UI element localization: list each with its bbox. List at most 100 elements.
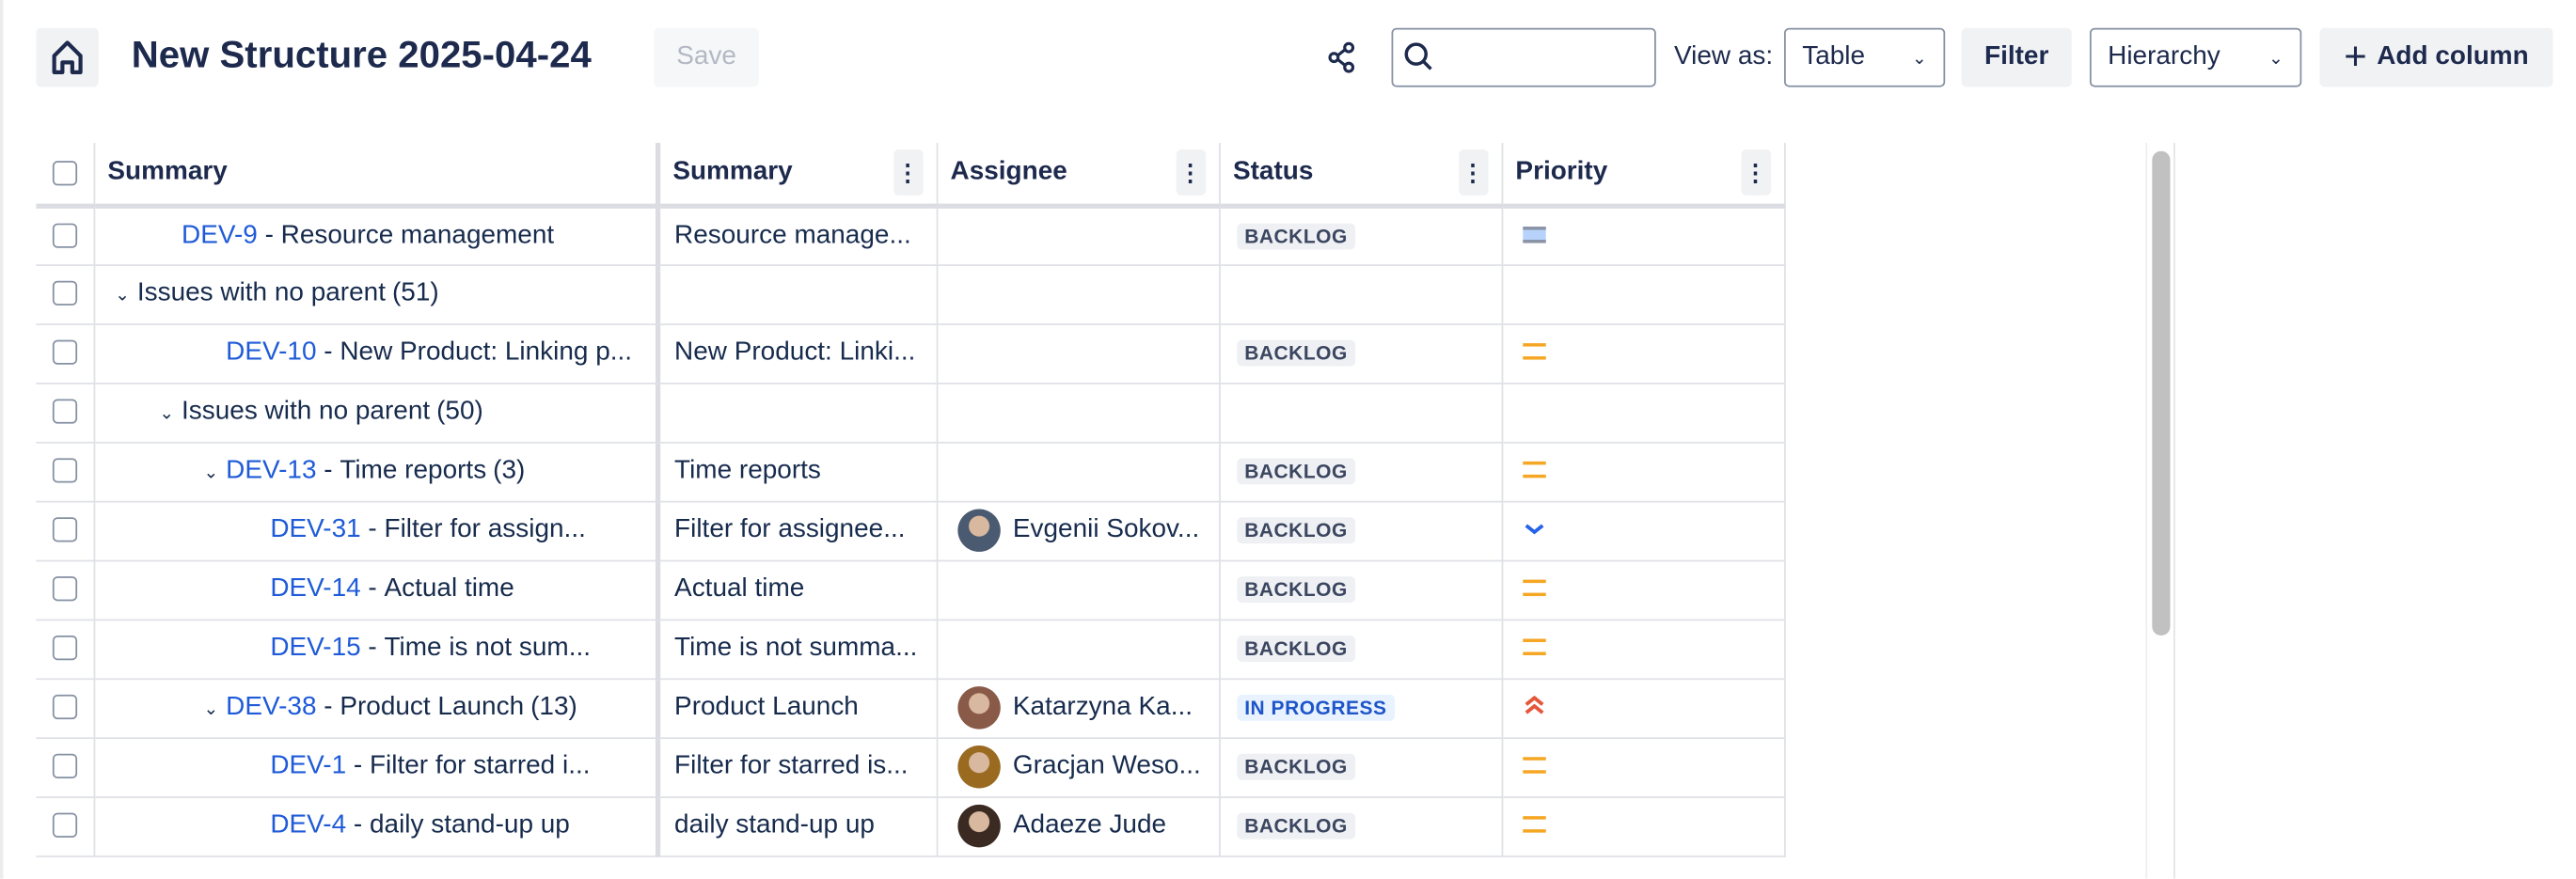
- row-checkbox[interactable]: [52, 576, 77, 602]
- summary-cell[interactable]: daily stand-up up: [656, 796, 938, 856]
- add-column-button[interactable]: + Add column: [2319, 27, 2553, 87]
- issue-key-link[interactable]: DEV-4: [270, 810, 347, 840]
- share-button[interactable]: [1324, 39, 1360, 84]
- summary-cell[interactable]: [656, 264, 938, 324]
- table-row[interactable]: ⌄ DEV-13 - Time reports (3) Time reports BAC…: [36, 441, 1785, 502]
- status-badge[interactable]: BACKLOG: [1236, 222, 1356, 249]
- table-row[interactable]: DEV-10 - New Product: Linking p... New Pr…: [36, 323, 1785, 384]
- priority-cell[interactable]: [1501, 678, 1785, 739]
- row-checkbox[interactable]: [52, 340, 77, 366]
- status-badge[interactable]: BACKLOG: [1236, 753, 1356, 780]
- priority-cell[interactable]: [1501, 205, 1785, 266]
- chevron-down-icon[interactable]: ⌄: [115, 285, 131, 306]
- priority-medium-icon[interactable]: [1519, 752, 1548, 781]
- status-cell[interactable]: BACKLOG: [1219, 619, 1503, 680]
- priority-cell[interactable]: [1501, 264, 1785, 324]
- summary-cell[interactable]: Time reports: [656, 441, 938, 502]
- priority-medium-icon[interactable]: [1519, 338, 1548, 368]
- view-as-select[interactable]: Table ⌄: [1784, 27, 1946, 87]
- save-button[interactable]: Save: [654, 27, 760, 87]
- priority-cell[interactable]: [1501, 441, 1785, 502]
- priority-cell[interactable]: [1501, 796, 1785, 856]
- priority-cell[interactable]: [1501, 619, 1785, 680]
- chevron-down-icon[interactable]: ⌄: [203, 698, 219, 719]
- summary-cell[interactable]: Product Launch: [656, 678, 938, 739]
- priority-medium-icon[interactable]: [1519, 457, 1548, 486]
- tree-summary-cell[interactable]: DEV-10 - New Product: Linking p...: [93, 323, 660, 384]
- status-badge[interactable]: BACKLOG: [1236, 812, 1356, 840]
- row-checkbox[interactable]: [52, 399, 77, 425]
- assignee-cell[interactable]: Katarzyna Ka...: [936, 678, 1220, 739]
- row-checkbox[interactable]: [52, 813, 77, 839]
- summary-cell[interactable]: Resource manage...: [656, 205, 938, 266]
- issue-key-link[interactable]: DEV-10: [226, 337, 317, 367]
- status-cell[interactable]: [1219, 383, 1503, 443]
- summary-cell[interactable]: New Product: Linki...: [656, 323, 938, 384]
- search-input[interactable]: [1391, 27, 1656, 87]
- row-checkbox[interactable]: [52, 223, 77, 248]
- priority-cell[interactable]: [1501, 500, 1785, 561]
- priority-cell[interactable]: [1501, 559, 1785, 620]
- status-cell[interactable]: BACKLOG: [1219, 205, 1503, 266]
- issue-key-link[interactable]: DEV-1: [270, 752, 347, 780]
- status-cell[interactable]: BACKLOG: [1219, 559, 1503, 620]
- priority-low-icon[interactable]: [1519, 515, 1548, 544]
- table-row[interactable]: ⌄ Issues with no parent (50): [36, 383, 1785, 443]
- row-checkbox[interactable]: [52, 754, 77, 779]
- table-row[interactable]: DEV-1 - Filter for starred i... Filter fo…: [36, 737, 1785, 798]
- column-header-summary[interactable]: Summary ⋮: [656, 142, 938, 208]
- row-checkbox[interactable]: [52, 636, 77, 661]
- column-header-status[interactable]: Status ⋮: [1219, 142, 1503, 208]
- more-icon[interactable]: ⋮: [1740, 149, 1771, 196]
- table-row[interactable]: ⌄ Issues with no parent (51): [36, 264, 1785, 324]
- tree-summary-cell[interactable]: DEV-14 - Actual time: [93, 559, 660, 620]
- table-row[interactable]: DEV-9 - Resource management Resource mana…: [36, 205, 1785, 266]
- chevron-down-icon[interactable]: ⌄: [203, 462, 219, 482]
- tree-summary-cell[interactable]: DEV-31 - Filter for assign...: [93, 500, 660, 561]
- status-cell[interactable]: IN PROGRESS: [1219, 678, 1503, 739]
- more-icon[interactable]: ⋮: [1458, 149, 1488, 196]
- row-checkbox[interactable]: [52, 281, 77, 306]
- status-cell[interactable]: BACKLOG: [1219, 323, 1503, 384]
- assignee-cell[interactable]: [936, 619, 1220, 680]
- status-badge[interactable]: BACKLOG: [1236, 339, 1356, 367]
- priority-medium-icon[interactable]: [1519, 634, 1548, 663]
- issue-key-link[interactable]: DEV-38: [226, 693, 317, 721]
- tree-summary-cell[interactable]: DEV-1 - Filter for starred i...: [93, 737, 660, 798]
- summary-cell[interactable]: Filter for assignee...: [656, 500, 938, 561]
- priority-medium-icon[interactable]: [1519, 221, 1548, 250]
- tree-summary-cell[interactable]: ⌄ DEV-13 - Time reports (3): [93, 441, 660, 502]
- table-row[interactable]: DEV-14 - Actual time Actual time BACKLOG: [36, 559, 1785, 620]
- hierarchy-select[interactable]: Hierarchy ⌄: [2089, 27, 2302, 87]
- row-checkbox[interactable]: [52, 517, 77, 542]
- priority-cell[interactable]: [1501, 383, 1785, 443]
- status-cell[interactable]: BACKLOG: [1219, 500, 1503, 561]
- priority-cell[interactable]: [1501, 737, 1785, 798]
- priority-medium-icon[interactable]: [1519, 811, 1548, 840]
- status-badge[interactable]: BACKLOG: [1236, 458, 1356, 485]
- tree-summary-cell[interactable]: ⌄ DEV-38 - Product Launch (13): [93, 678, 660, 739]
- column-header-assignee[interactable]: Assignee ⋮: [936, 142, 1220, 208]
- filter-button[interactable]: Filter: [1961, 27, 2072, 87]
- table-row[interactable]: DEV-4 - daily stand-up up daily stand-up …: [36, 796, 1785, 856]
- column-header-priority[interactable]: Priority ⋮: [1501, 142, 1785, 208]
- summary-cell[interactable]: [656, 383, 938, 443]
- row-checkbox[interactable]: [52, 695, 77, 720]
- vertical-scrollbar-track[interactable]: [2145, 142, 2175, 879]
- assignee-cell[interactable]: Evgenii Sokov...: [936, 500, 1220, 561]
- status-badge[interactable]: IN PROGRESS: [1236, 694, 1396, 721]
- select-all-checkbox[interactable]: [52, 160, 77, 185]
- issue-key-link[interactable]: DEV-15: [270, 634, 361, 662]
- row-checkbox[interactable]: [52, 458, 77, 484]
- chevron-down-icon[interactable]: ⌄: [159, 402, 175, 423]
- assignee-cell[interactable]: Gracjan Weso...: [936, 737, 1220, 798]
- tree-summary-cell[interactable]: DEV-15 - Time is not sum...: [93, 619, 660, 680]
- tree-summary-cell[interactable]: ⌄ Issues with no parent (51): [93, 264, 660, 324]
- more-icon[interactable]: ⋮: [893, 149, 923, 196]
- assignee-cell[interactable]: [936, 205, 1220, 266]
- table-row[interactable]: DEV-31 - Filter for assign... Filter for …: [36, 500, 1785, 561]
- summary-cell[interactable]: Filter for starred is...: [656, 737, 938, 798]
- table-row[interactable]: ⌄ DEV-38 - Product Launch (13) Product Laun…: [36, 678, 1785, 739]
- status-badge[interactable]: BACKLOG: [1236, 636, 1356, 662]
- assignee-cell[interactable]: [936, 264, 1220, 324]
